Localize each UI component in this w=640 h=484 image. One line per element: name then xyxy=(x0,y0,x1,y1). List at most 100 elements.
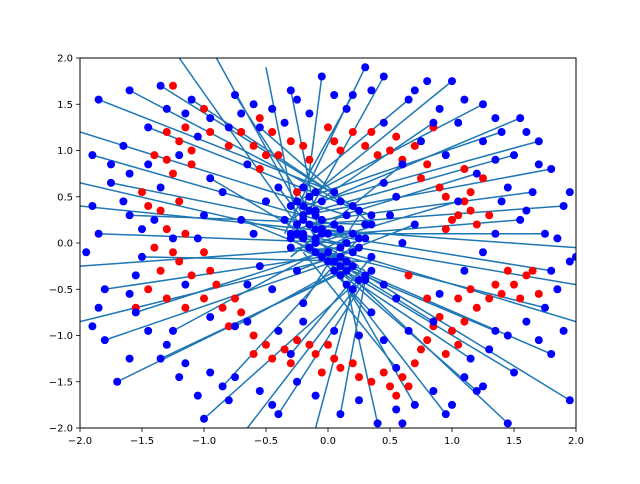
blue-point xyxy=(491,114,500,123)
blue-point xyxy=(293,197,301,206)
red-point xyxy=(286,359,295,368)
blue-point xyxy=(169,234,177,243)
red-point xyxy=(466,285,475,294)
red-point xyxy=(150,243,159,252)
red-point xyxy=(262,340,270,349)
red-point xyxy=(268,354,277,363)
blue-point xyxy=(379,280,388,289)
red-point xyxy=(144,285,153,294)
red-point xyxy=(516,294,525,303)
blue-point xyxy=(274,183,283,192)
blue-point xyxy=(392,192,401,201)
red-point xyxy=(379,368,388,377)
red-point xyxy=(534,289,543,298)
blue-point xyxy=(367,266,376,275)
blue-point xyxy=(150,215,159,224)
red-point xyxy=(150,151,159,160)
blue-point xyxy=(336,252,345,261)
red-point xyxy=(206,266,215,275)
blue-point xyxy=(286,202,295,210)
red-point xyxy=(423,160,432,169)
blue-point xyxy=(472,387,481,395)
blue-point xyxy=(113,377,122,386)
red-point xyxy=(330,137,339,146)
blue-point xyxy=(200,414,208,423)
blue-point xyxy=(367,308,376,317)
line-segment xyxy=(296,172,478,230)
blue-point xyxy=(429,387,438,395)
blue-point xyxy=(193,391,202,400)
blue-point xyxy=(131,308,140,317)
red-point xyxy=(175,137,184,146)
blue-point xyxy=(367,252,376,261)
red-point xyxy=(299,141,308,150)
blue-point xyxy=(404,326,413,335)
x-tick-label: −1.0 xyxy=(192,436,216,447)
blue-point xyxy=(311,225,320,234)
blue-point xyxy=(100,285,109,294)
blue-point xyxy=(206,114,215,123)
blue-point xyxy=(410,400,419,409)
red-point xyxy=(423,336,432,345)
blue-point xyxy=(181,359,190,368)
blue-point xyxy=(299,317,308,326)
y-tick-label: 0.5 xyxy=(57,192,73,203)
blue-point xyxy=(231,373,239,382)
blue-point xyxy=(429,317,438,326)
red-point xyxy=(435,183,444,192)
red-point xyxy=(200,248,208,257)
line-segment xyxy=(302,251,397,369)
red-point xyxy=(249,350,258,358)
red-point xyxy=(274,151,283,160)
blue-point xyxy=(336,271,345,280)
red-point xyxy=(162,294,171,303)
blue-point xyxy=(534,137,543,146)
blue-point xyxy=(336,225,345,234)
blue-point xyxy=(541,229,549,238)
blue-point xyxy=(94,303,103,312)
blue-point xyxy=(324,257,332,266)
blue-point xyxy=(367,86,376,95)
blue-point xyxy=(268,104,277,113)
blue-point xyxy=(367,220,376,229)
blue-point xyxy=(330,326,339,335)
blue-point xyxy=(268,285,277,294)
y-tick-label: 1.5 xyxy=(57,100,73,111)
blue-point xyxy=(119,141,128,150)
blue-point xyxy=(392,405,401,414)
blue-point xyxy=(181,109,190,118)
blue-point xyxy=(317,197,326,206)
line-segment xyxy=(321,191,533,221)
red-point xyxy=(181,123,190,132)
x-tick-label: 0.5 xyxy=(382,436,398,447)
red-point xyxy=(324,340,332,349)
red-point xyxy=(224,322,233,331)
blue-point xyxy=(330,257,339,266)
blue-point xyxy=(361,63,370,72)
red-point xyxy=(237,128,246,136)
blue-point xyxy=(193,132,202,141)
red-point xyxy=(144,202,153,210)
y-tick-label: −1.0 xyxy=(49,331,73,342)
red-point xyxy=(138,188,146,197)
blue-point xyxy=(379,336,388,345)
red-point xyxy=(200,294,208,303)
blue-point xyxy=(373,419,382,428)
blue-point xyxy=(348,91,357,99)
blue-point xyxy=(516,114,525,123)
line-segment xyxy=(303,168,552,216)
red-points-layer xyxy=(131,81,543,400)
red-point xyxy=(479,174,487,183)
blue-point xyxy=(361,234,370,243)
blue-point xyxy=(311,188,320,197)
red-point xyxy=(466,206,475,215)
y-tick-label: −1.5 xyxy=(49,377,73,388)
blue-point xyxy=(559,202,568,210)
red-point xyxy=(255,114,264,123)
line-segment xyxy=(80,205,353,235)
blue-point xyxy=(479,137,487,146)
blue-point xyxy=(522,128,531,136)
blue-point xyxy=(559,326,568,335)
